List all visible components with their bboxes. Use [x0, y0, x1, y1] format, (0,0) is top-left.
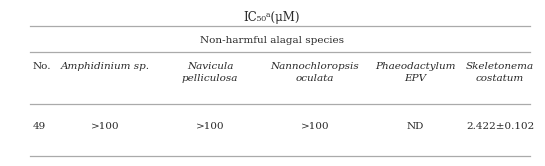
Text: IC₅₀ᵃ(μM): IC₅₀ᵃ(μM) [244, 11, 300, 24]
Text: 49: 49 [33, 122, 46, 131]
Text: Navicula
pelliculosa: Navicula pelliculosa [182, 62, 238, 83]
Text: Nannochloropsis
oculata: Nannochloropsis oculata [271, 62, 359, 83]
Text: Skeletonema
costatum: Skeletonema costatum [466, 62, 534, 83]
Text: ND: ND [407, 122, 423, 131]
Text: >100: >100 [90, 122, 119, 131]
Text: Amphidinium sp.: Amphidinium sp. [60, 62, 149, 71]
Text: >100: >100 [301, 122, 329, 131]
Text: Phaeodactylum
EPV: Phaeodactylum EPV [375, 62, 455, 83]
Text: 2.422±0.102: 2.422±0.102 [466, 122, 534, 131]
Text: No.: No. [33, 62, 51, 71]
Text: >100: >100 [196, 122, 225, 131]
Text: Non-harmful alagal species: Non-harmful alagal species [200, 36, 344, 45]
